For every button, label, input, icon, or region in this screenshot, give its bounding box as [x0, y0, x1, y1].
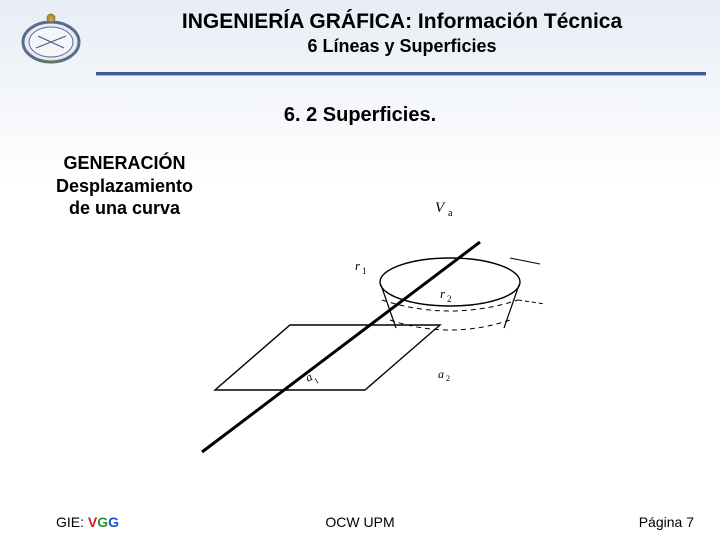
- gen-line3: de una curva: [56, 197, 193, 220]
- label-a2-sub: 2: [446, 374, 450, 383]
- vgg-g1: G: [97, 514, 108, 530]
- header-rule: [96, 72, 706, 76]
- vgg-g2: G: [108, 514, 119, 530]
- footer-left: GIE: VGG: [56, 514, 119, 530]
- gen-line1: GENERACIÓN: [56, 152, 193, 175]
- label-r2: r: [440, 286, 446, 301]
- label-va-sub: a: [448, 208, 453, 219]
- svg-text:1: 1: [362, 266, 367, 276]
- label-a1-sub: 1: [313, 376, 321, 386]
- svg-text:2: 2: [446, 374, 450, 383]
- svg-text:r: r: [440, 286, 446, 301]
- generation-block: GENERACIÓN Desplazamiento de una curva: [56, 152, 193, 220]
- footer-center: OCW UPM: [325, 514, 394, 530]
- gie-label: GIE:: [56, 514, 88, 530]
- vgg-v: V: [88, 514, 97, 530]
- label-a2: a: [438, 367, 444, 381]
- header-titles: INGENIERÍA GRÁFICA: Información Técnica …: [98, 8, 706, 57]
- surface-diagram: V a r 1 r 2 a 1 a 2: [200, 170, 600, 470]
- title-sub: 6 Líneas y Superficies: [98, 36, 706, 57]
- svg-text:2: 2: [447, 294, 452, 304]
- section-title: 6. 2 Superficies.: [0, 104, 720, 127]
- svg-text:a: a: [438, 367, 444, 381]
- label-r1: r: [355, 258, 361, 273]
- emblem-logo: [14, 8, 88, 68]
- svg-text:a: a: [448, 208, 453, 219]
- slide-footer: GIE: VGG OCW UPM Página 7: [0, 514, 720, 530]
- label-r1-sub: 1: [362, 266, 367, 276]
- slide-header: INGENIERÍA GRÁFICA: Información Técnica …: [0, 0, 720, 68]
- svg-text:r: r: [355, 258, 361, 273]
- svg-text:1: 1: [313, 376, 321, 386]
- title-main: INGENIERÍA GRÁFICA: Información Técnica: [98, 10, 706, 34]
- label-r2-sub: 2: [447, 294, 452, 304]
- gen-line2: Desplazamiento: [56, 175, 193, 198]
- footer-page: Página 7: [639, 514, 694, 530]
- label-va: V: [435, 200, 446, 216]
- svg-text:V: V: [435, 200, 446, 216]
